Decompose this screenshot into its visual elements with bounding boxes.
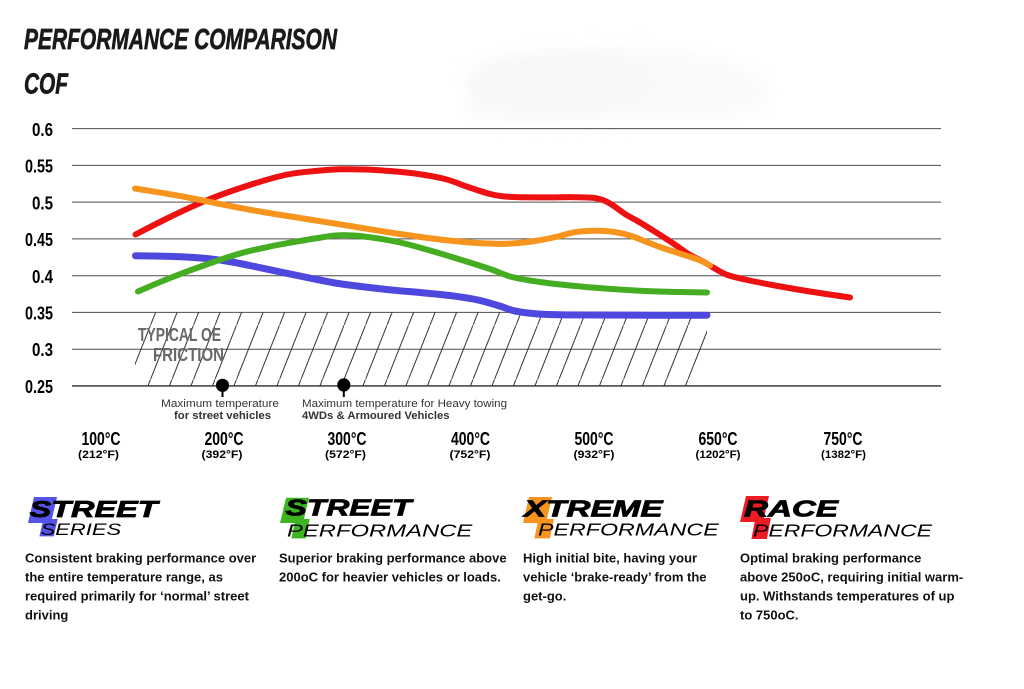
svg-text:FRICTION: FRICTION <box>153 345 224 365</box>
svg-text:PERFORMANCE COMPARISON: PERFORMANCE COMPARISON <box>24 24 338 56</box>
svg-text:200°C: 200°C <box>205 429 244 449</box>
svg-text:STREET: STREET <box>30 496 160 522</box>
svg-text:400°C: 400°C <box>451 429 490 449</box>
svg-text:STREET: STREET <box>285 495 413 521</box>
svg-text:(572°F): (572°F) <box>325 449 366 461</box>
svg-text:PERFORMANCE: PERFORMANCE <box>538 520 719 540</box>
svg-text:above 250oC, requiring initial: above 250oC, requiring initial warm- <box>740 570 963 585</box>
svg-text:TYPICAL OE: TYPICAL OE <box>138 325 221 345</box>
svg-text:0.35: 0.35 <box>25 304 53 324</box>
svg-text:up. Withstands temperatures of: up. Withstands temperatures of up <box>740 588 954 603</box>
svg-text:RACE: RACE <box>744 495 840 521</box>
svg-text:Maximum temperature: Maximum temperature <box>161 398 279 410</box>
svg-text:to 750oC.: to 750oC. <box>740 607 799 622</box>
svg-text:High initial bite, having your: High initial bite, having your <box>523 551 697 566</box>
svg-text:vehicle ‘brake-ready’ from the: vehicle ‘brake-ready’ from the <box>523 570 707 585</box>
svg-text:SERIES: SERIES <box>41 520 122 539</box>
svg-text:100°C: 100°C <box>82 429 121 449</box>
svg-text:(752°F): (752°F) <box>450 449 491 461</box>
svg-text:650°C: 650°C <box>699 429 738 449</box>
svg-text:0.25: 0.25 <box>25 377 53 397</box>
svg-text:(932°F): (932°F) <box>574 449 615 461</box>
svg-text:750°C: 750°C <box>824 429 863 449</box>
svg-text:Superior braking performance a: Superior braking performance above <box>279 551 507 566</box>
svg-text:0.6: 0.6 <box>32 120 53 140</box>
svg-text:driving: driving <box>25 607 68 622</box>
svg-text:4WDs & Armoured Vehicles: 4WDs & Armoured Vehicles <box>302 410 450 422</box>
svg-text:required primarily for ‘normal: required primarily for ‘normal’ street <box>25 588 250 603</box>
svg-text:Optimal braking performance: Optimal braking performance <box>740 551 921 566</box>
svg-text:500°C: 500°C <box>575 429 614 449</box>
svg-text:get-go.: get-go. <box>523 588 566 603</box>
svg-text:0.4: 0.4 <box>32 267 53 287</box>
svg-text:(392°F): (392°F) <box>202 449 243 461</box>
svg-text:0.3: 0.3 <box>32 340 53 360</box>
svg-text:(212°F): (212°F) <box>78 449 119 461</box>
svg-text:for street vehicles: for street vehicles <box>174 410 271 422</box>
svg-text:Maximum temperature for Heavy: Maximum temperature for Heavy towing <box>302 398 507 410</box>
svg-text:300°C: 300°C <box>328 429 367 449</box>
svg-text:0.55: 0.55 <box>25 157 53 177</box>
svg-text:0.5: 0.5 <box>32 193 53 213</box>
svg-text:(1202°F): (1202°F) <box>696 449 741 461</box>
svg-text:Consistent braking performance: Consistent braking performance over <box>25 551 256 566</box>
svg-text:XTREME: XTREME <box>521 495 664 521</box>
svg-text:PERFORMANCE: PERFORMANCE <box>753 521 932 541</box>
svg-text:PERFORMANCE: PERFORMANCE <box>287 521 473 541</box>
svg-text:(1382°F): (1382°F) <box>821 449 866 461</box>
svg-text:the entire temperature range,: the entire temperature range, as <box>25 570 223 585</box>
svg-text:0.45: 0.45 <box>25 230 53 250</box>
svg-text:200oC for heavier vehicles or: 200oC for heavier vehicles or loads. <box>279 570 501 585</box>
svg-text:COF: COF <box>24 68 69 100</box>
